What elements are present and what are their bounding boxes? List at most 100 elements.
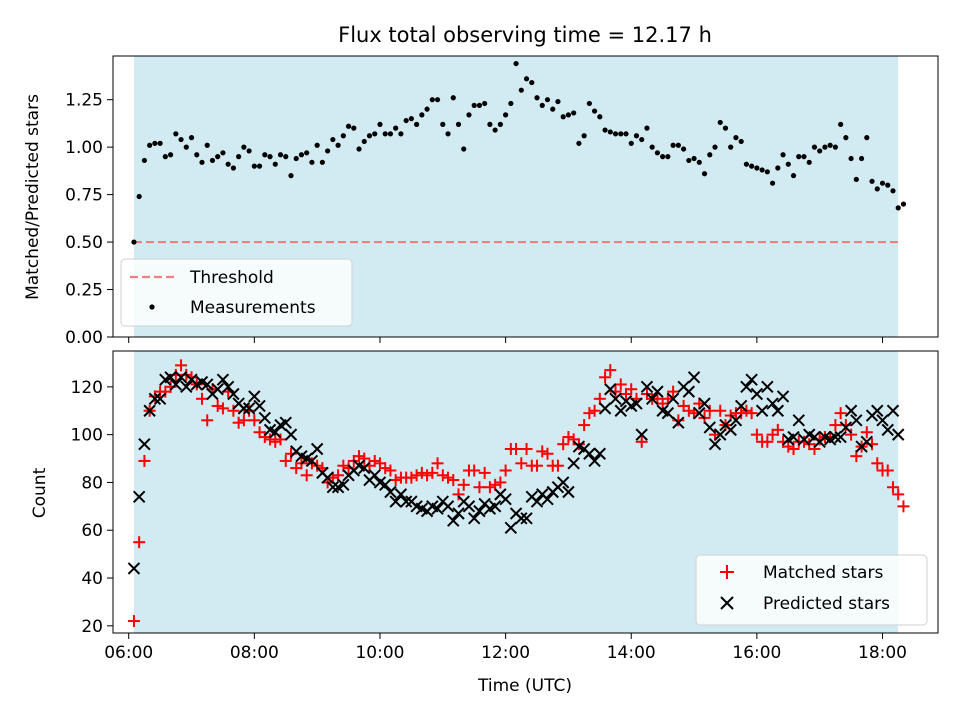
measurement-point	[759, 167, 765, 173]
measurement-point	[644, 125, 650, 131]
measurement-point	[738, 138, 744, 145]
measurement-point	[508, 100, 514, 107]
measurement-point	[429, 97, 435, 103]
predicted-star-point	[698, 397, 711, 410]
predicted-star-point	[630, 397, 643, 410]
ratio-ylabel: Matched/Predicted stars	[23, 94, 43, 300]
matched-star-point	[264, 433, 277, 446]
measurement-point	[183, 144, 189, 150]
measurement-point	[743, 161, 750, 167]
measurement-point	[288, 173, 294, 179]
predicted-star-point	[258, 411, 272, 425]
predicted-star-point	[766, 397, 779, 410]
predicted-star-point	[269, 426, 282, 439]
matched-star-point	[682, 404, 695, 417]
predicted-star-point	[515, 512, 528, 525]
measurement-point	[717, 119, 723, 126]
measurement-point	[576, 140, 582, 146]
measurement-point	[319, 159, 325, 165]
measurement-point	[173, 131, 179, 137]
predicted-star-point	[520, 512, 533, 525]
predicted-star-point	[792, 414, 805, 427]
measurement-point	[733, 135, 739, 141]
measurement-point	[801, 154, 807, 160]
measurement-point	[838, 121, 844, 127]
measurement-point	[225, 161, 231, 167]
predicted-star-point	[530, 495, 544, 508]
matched-star-point	[625, 383, 638, 396]
measurement-point	[879, 180, 886, 186]
measurement-point	[707, 152, 713, 158]
measurement-point	[790, 173, 797, 179]
predicted-star-point	[703, 421, 716, 434]
measurement-point	[560, 114, 566, 120]
predicted-star-point	[708, 437, 722, 451]
measurement-point	[304, 150, 310, 156]
matched-star-point	[599, 371, 612, 384]
predicted-star-point	[771, 404, 785, 417]
matched-star-point	[860, 426, 873, 439]
measurement-point	[503, 112, 509, 118]
measurement-point	[612, 131, 619, 137]
matched-star-point	[237, 414, 250, 427]
measurement-point	[230, 165, 236, 171]
matched-star-point	[667, 385, 680, 398]
predicted-star-point	[687, 371, 701, 384]
measurement-point	[414, 121, 420, 127]
measurement-point	[722, 125, 729, 131]
matched-star-point	[415, 466, 428, 479]
measurement-point	[769, 180, 776, 186]
measurement-point	[890, 188, 896, 194]
measurement-point	[827, 142, 833, 148]
measurement-point	[372, 131, 378, 137]
measurement-point	[466, 112, 472, 118]
predicted-star-point	[614, 404, 627, 417]
measurement-point	[482, 100, 488, 107]
matched-star-point	[562, 431, 575, 444]
predicted-star-point	[284, 428, 298, 441]
measurement-point	[199, 159, 205, 165]
measurement-point	[754, 165, 760, 171]
matched-star-point	[672, 414, 685, 427]
predicted-star-point	[829, 430, 842, 444]
legend-predicted-swatch	[720, 596, 734, 610]
matched-star-point	[510, 442, 523, 455]
matched-star-point	[829, 419, 842, 432]
matched-star-point	[604, 364, 617, 377]
measurement-point	[178, 136, 184, 143]
measurement-point	[665, 154, 671, 160]
measurement-point	[424, 106, 430, 112]
measurement-point	[236, 154, 242, 160]
matched-star-point	[834, 407, 847, 420]
predicted-star-point	[180, 380, 193, 394]
measurement-point	[471, 102, 477, 108]
predicted-star-point	[488, 500, 502, 513]
matched-star-point	[536, 445, 549, 458]
predicted-star-point	[661, 406, 675, 420]
x-tick-label: 14:00	[607, 643, 656, 663]
measurement-point	[885, 182, 891, 188]
predicted-star-point	[389, 495, 402, 508]
predicted-star-point	[839, 421, 853, 434]
predicted-star-point	[844, 404, 858, 417]
measurement-point	[476, 102, 483, 108]
matched-star-point	[358, 452, 371, 465]
measurement-point	[194, 152, 200, 158]
predicted-star-point	[776, 390, 790, 403]
matched-star-point	[384, 464, 397, 477]
measurement-point	[555, 98, 561, 105]
legend-matched-swatch	[720, 565, 734, 579]
predicted-star-point	[321, 471, 334, 484]
measurement-point	[377, 121, 383, 127]
measurement-point	[293, 155, 299, 162]
predicted-star-point	[635, 428, 648, 441]
matched-star-point	[138, 454, 151, 467]
matched-star-point	[279, 454, 292, 467]
predicted-star-point	[447, 514, 460, 527]
measurement-point	[565, 112, 572, 118]
predicted-star-point	[750, 387, 764, 401]
measurement-point	[440, 121, 446, 127]
measurement-point	[696, 159, 702, 165]
measurement-point	[314, 142, 320, 148]
predicted-star-point	[666, 392, 680, 406]
